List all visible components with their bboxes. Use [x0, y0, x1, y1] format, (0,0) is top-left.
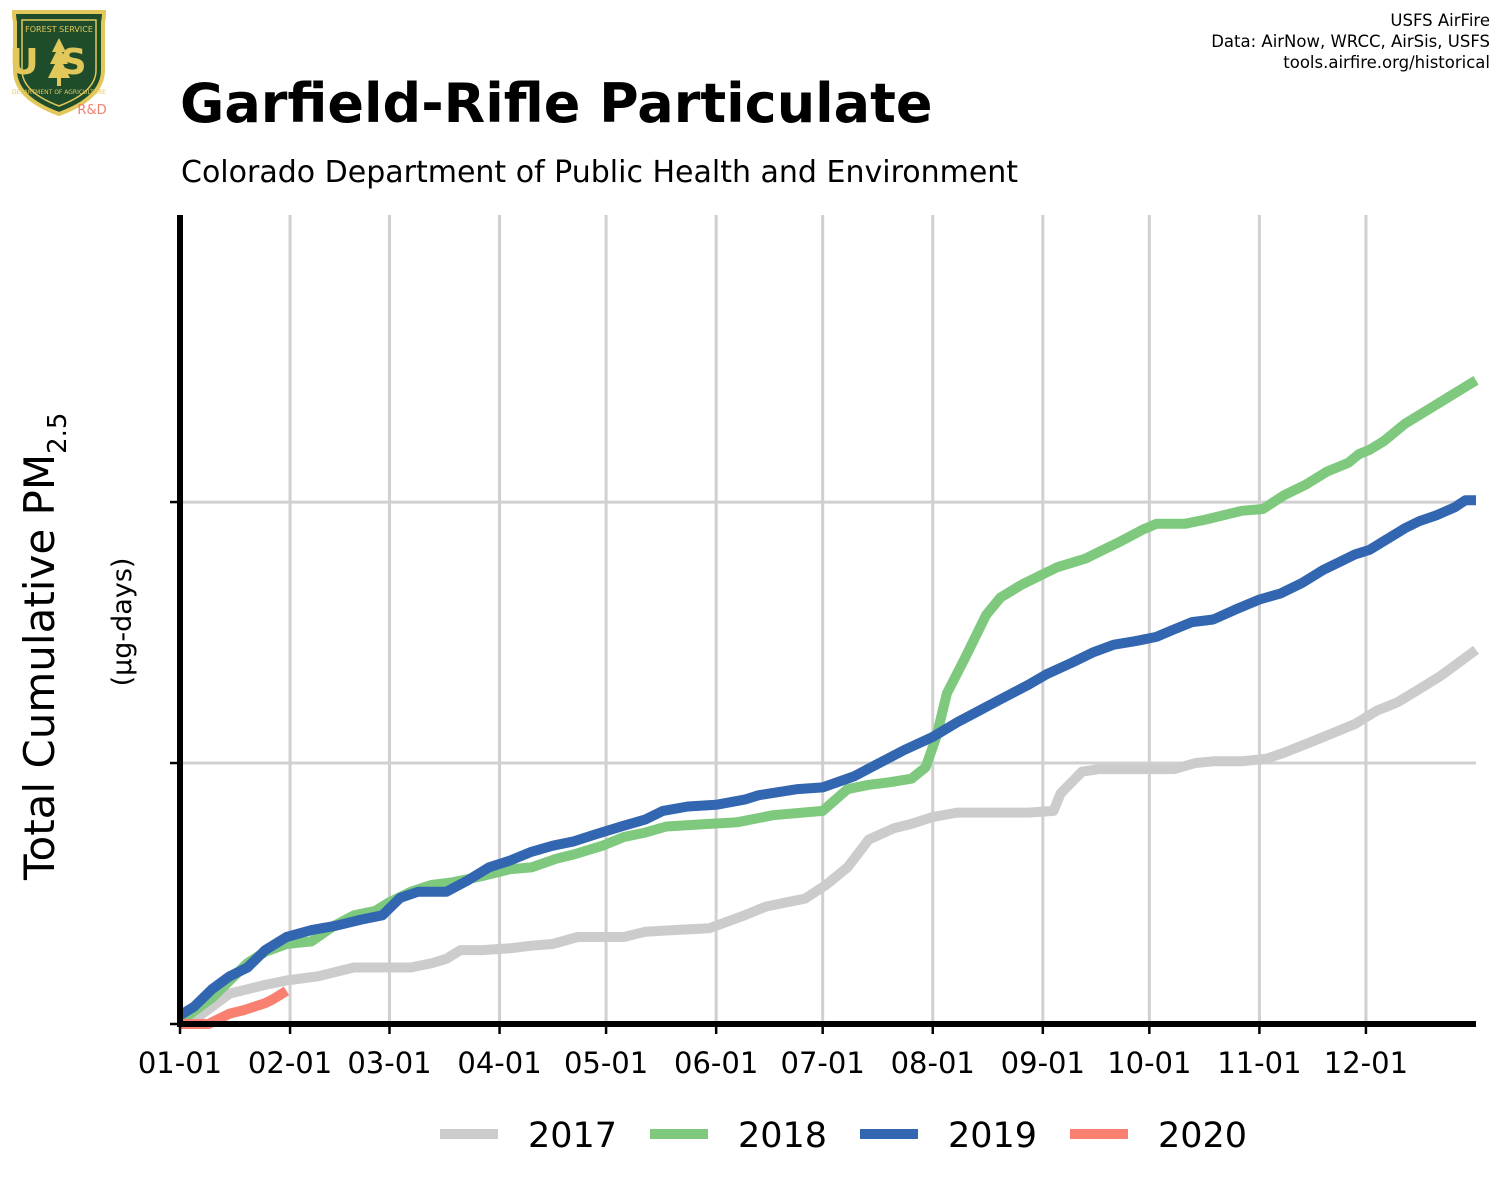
x-tick-label: 05-01: [564, 1046, 648, 1080]
series-line-2018: [180, 380, 1476, 1022]
series-lines: [180, 380, 1476, 1024]
x-tick-label: 11-01: [1217, 1046, 1301, 1080]
y-axis-units: (µg-days): [107, 558, 138, 687]
grid: [180, 215, 1476, 1024]
y-axis-title: Total Cumulative PM2.5: [15, 413, 73, 881]
legend-label-2020: 2020: [1158, 1116, 1247, 1156]
x-tick-label: 04-01: [457, 1046, 541, 1080]
x-tick-label: 10-01: [1107, 1046, 1191, 1080]
legend-label-2017: 2017: [528, 1116, 617, 1156]
y-axis-title-subscript: 2.5: [43, 413, 73, 454]
x-tick-label: 08-01: [891, 1046, 975, 1080]
x-tick-label: 02-01: [248, 1046, 332, 1080]
legend-label-2019: 2019: [948, 1116, 1037, 1156]
y-axis-label: Total Cumulative PM2.5 (µg-days): [15, 413, 138, 881]
x-tick-label: 12-01: [1324, 1046, 1408, 1080]
y-axis-title-main: Total Cumulative PM: [15, 454, 64, 881]
x-tick-label: 01-01: [138, 1046, 222, 1080]
x-tick-labels: 01-01 02-01 03-01 04-01 05-01 06-01 07-01 08-01…: [138, 1046, 1408, 1080]
x-tick-label: 03-01: [347, 1046, 431, 1080]
legend: 2017 2018 2019 2020: [440, 1116, 1247, 1156]
x-tick-label: 07-01: [781, 1046, 865, 1080]
series-line-2017: [180, 650, 1476, 1024]
x-tick-label: 06-01: [674, 1046, 758, 1080]
legend-label-2018: 2018: [738, 1116, 827, 1156]
x-tick-label: 09-01: [1001, 1046, 1085, 1080]
cumulative-pm-chart: 01-01 02-01 03-01 04-01 05-01 06-01 07-01 08-01…: [0, 0, 1500, 1200]
